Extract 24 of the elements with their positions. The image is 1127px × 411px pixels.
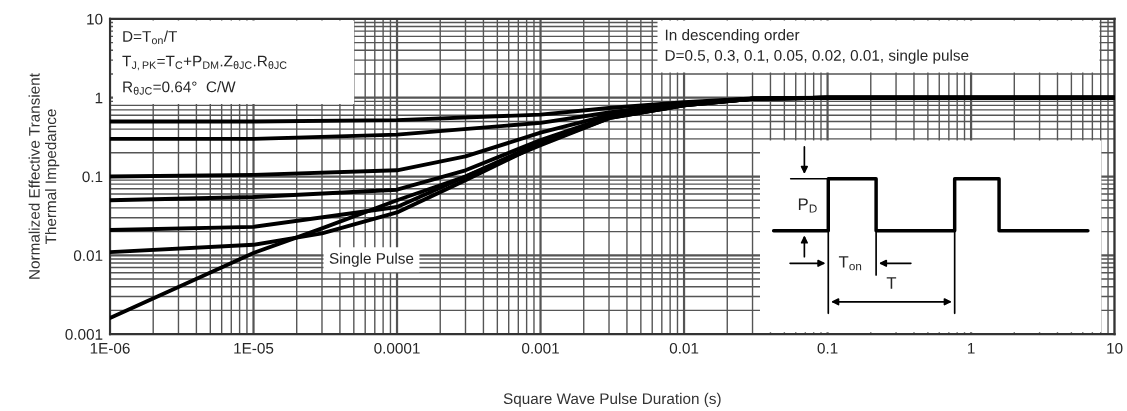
x-tick-label: 0.0001 [374, 342, 420, 354]
annotation: Single Pulse [329, 252, 414, 267]
annotation: P$_{D}$ [798, 198, 817, 213]
x-tick-label: 1E-05 [234, 342, 274, 354]
annotation: D=T$_{on}$/T [123, 30, 178, 45]
y-tick-label: 10 [87, 13, 103, 25]
x-tick-label: 0.01 [669, 342, 699, 354]
y-tick-label: 1 [95, 92, 103, 104]
y-tick-label: 0.01 [73, 250, 103, 262]
annotation: T$_{on}$ [838, 256, 862, 271]
x-tick-label: 10 [1107, 342, 1123, 354]
x-tick-label: 0.001 [522, 342, 559, 354]
y-axis-title: Normalized Effective Transient Thermal Impedance [28, 73, 60, 279]
annotation: In descending order [665, 29, 800, 44]
y-tick-label: 0.1 [82, 171, 103, 183]
text: T$_{J,PK}$=T$_{C}$+P$_{DM}$.Z$_{θJC}$.R$_{θJC}$ [122, 55, 287, 71]
y-tick-label: 0.001 [65, 329, 103, 340]
x-tick-label: 1E-06 [90, 342, 130, 354]
x-tick-label: 0.1 [817, 342, 838, 354]
x-axis-title: Square Wave Pulse Duration (s) [503, 392, 721, 408]
annotation: R$_{θJC}$=0.64° C/W [123, 81, 236, 95]
annotation: T [886, 277, 897, 289]
x-tick-label: 1 [968, 343, 975, 354]
annotation: D=0.5, 0.3, 0.1, 0.05, 0.02, 0.01, single pulse [665, 49, 969, 64]
